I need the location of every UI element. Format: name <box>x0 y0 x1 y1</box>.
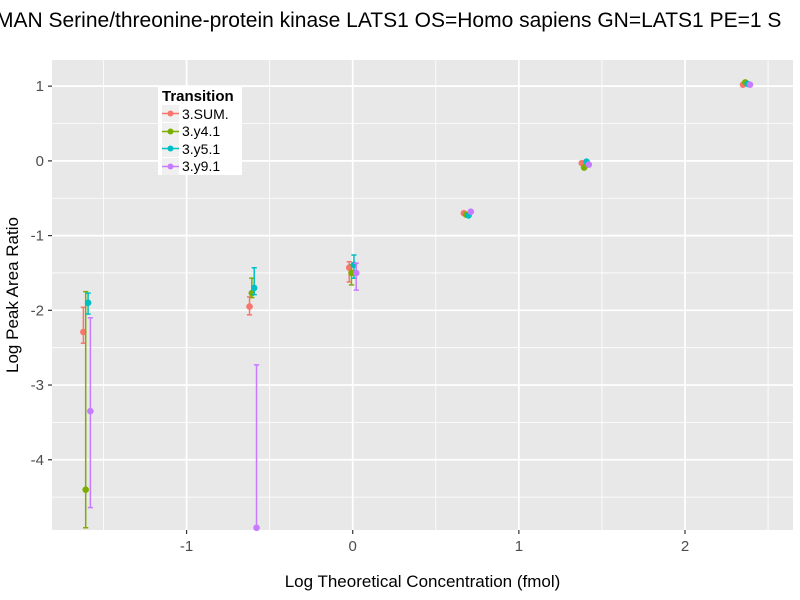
x-tick-label: -1 <box>180 538 193 555</box>
legend-item: 3.SUM. <box>162 105 242 123</box>
data-point <box>585 161 593 168</box>
data-point <box>250 284 258 292</box>
data-point <box>253 524 260 532</box>
legend-item: 3.y5.1 <box>162 140 242 158</box>
legend-pointrange-icon <box>162 157 179 175</box>
data-point <box>87 407 94 415</box>
legend-item: 3.y9.1 <box>162 157 242 176</box>
legend: Transition 3.SUM. 3.y4.1 3.y5.1 3.y9.1 <box>158 86 242 175</box>
legend-pointrange-icon <box>162 140 179 158</box>
legend-item-label: 3.y4.1 <box>182 123 221 140</box>
legend-title: Transition <box>162 88 234 105</box>
data-point <box>352 269 360 277</box>
legend-item-label: 3.y5.1 <box>182 140 221 157</box>
data-point <box>746 81 754 88</box>
y-tick-label: -1 <box>31 228 44 245</box>
y-tick-label: -4 <box>31 452 44 469</box>
data-point <box>84 299 92 307</box>
data-point <box>580 164 588 171</box>
y-tick-label: -2 <box>31 302 44 319</box>
x-tick-label: 1 <box>515 538 523 555</box>
x-axis-title: Log Theoretical Concentration (fmol) <box>284 572 561 591</box>
legend-item-label: 3.y9.1 <box>182 158 221 175</box>
plot-title: MAN Serine/threonine-protein kinase LATS… <box>0 9 782 32</box>
data-point <box>246 303 253 310</box>
y-tick-label: -3 <box>31 377 44 394</box>
legend-pointrange-icon <box>162 122 179 140</box>
data-point <box>467 208 475 215</box>
legend-item: 3.y4.1 <box>162 122 242 141</box>
legend-pointrange-icon <box>162 105 179 123</box>
x-tick-label: 0 <box>349 538 357 555</box>
y-tick-label: 0 <box>36 153 44 170</box>
legend-item-label: 3.SUM. <box>182 105 229 122</box>
x-tick-label: 2 <box>681 538 689 555</box>
y-tick-label: 1 <box>36 78 44 95</box>
data-point <box>82 486 89 493</box>
legend-items: 3.SUM. 3.y4.1 3.y5.1 3.y9.1 <box>162 105 242 175</box>
